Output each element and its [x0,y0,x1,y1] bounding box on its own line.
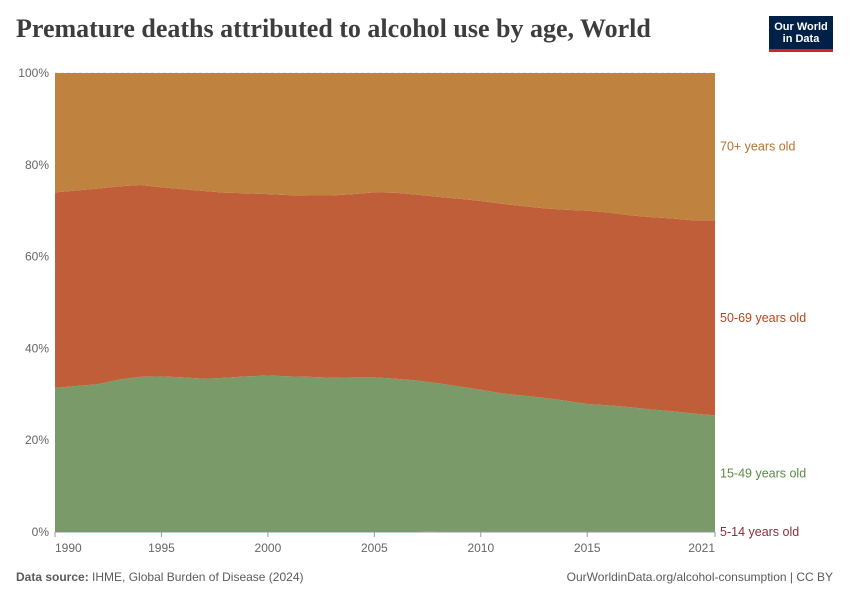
series-label: 70+ years old [720,140,795,154]
logo-accent-bar [769,49,833,52]
y-tick-label: 60% [25,250,49,264]
x-tick-label: 2000 [255,541,282,555]
area-70-years-old[interactable] [55,73,715,221]
logo-line-1: Our World [774,21,828,33]
y-tick-label: 20% [25,433,49,447]
data-source: Data source: IHME, Global Burden of Dise… [16,570,303,584]
y-tick-label: 0% [32,525,50,539]
series-label: 50-69 years old [720,311,806,325]
y-axis-ticks: 0% 20% 40% 60% 80% 100% [18,66,49,539]
owid-logo[interactable]: Our World in Data [769,16,833,52]
area-series [55,73,715,532]
series-label: 5-14 years old [720,525,799,539]
logo-line-2: in Data [782,33,820,45]
y-tick-label: 40% [25,341,49,355]
x-tick-label: 2005 [361,541,388,555]
x-tick-label: 1995 [148,541,175,555]
x-tick-label: 1990 [55,541,82,555]
chart-title: Premature deaths attributed to alcohol u… [16,14,651,43]
source-label: Data source: [16,570,89,584]
series-labels: 5-14 years old 15-49 years old 50-69 years… [720,140,806,539]
footer-url[interactable]: OurWorldinData.org/alcohol-consumption |… [566,570,833,584]
x-axis-ticks: 1990 1995 2000 2005 2010 2015 2021 [54,531,716,555]
area-50-69-years-old[interactable] [55,185,715,416]
y-tick-label: 100% [18,66,49,80]
y-tick-label: 80% [25,158,49,172]
x-tick-label: 2021 [688,541,715,555]
source-text[interactable]: IHME, Global Burden of Disease (2024) [92,570,304,584]
series-label: 15-49 years old [720,466,806,480]
area-15-49-years-old[interactable] [55,375,715,532]
x-tick-label: 2015 [574,541,601,555]
x-tick-label: 2010 [467,541,494,555]
